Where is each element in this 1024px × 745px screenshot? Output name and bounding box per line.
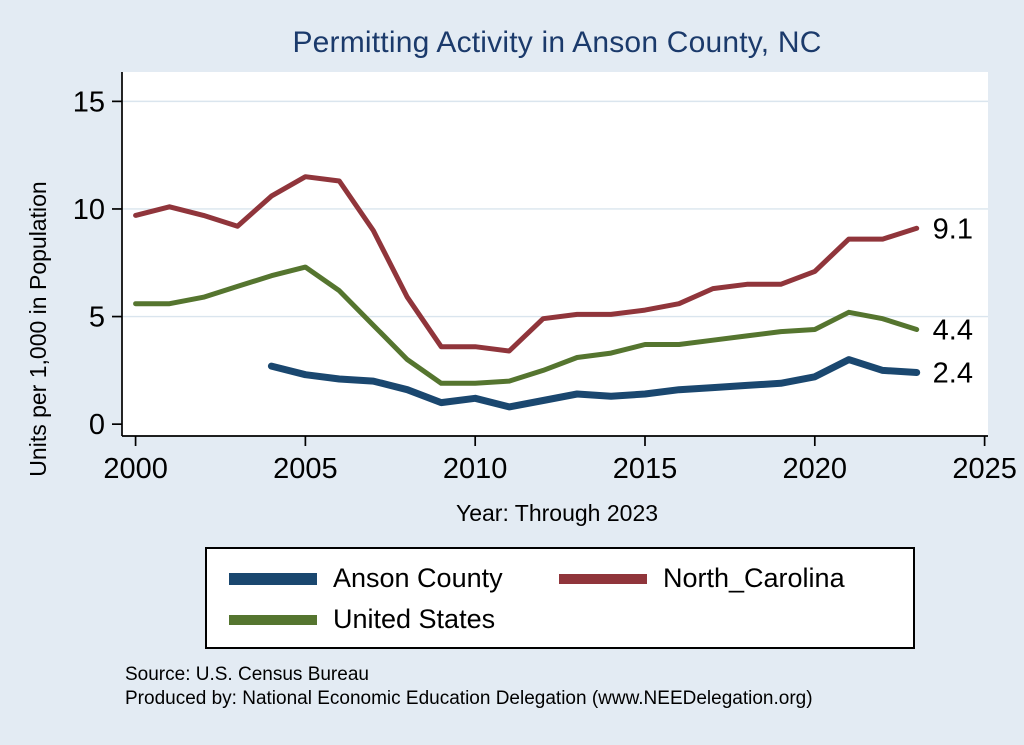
svg-text:2015: 2015 bbox=[613, 453, 678, 485]
svg-text:2025: 2025 bbox=[952, 453, 1017, 485]
svg-text:0: 0 bbox=[89, 409, 105, 441]
legend-label-united-states: United States bbox=[333, 604, 496, 634]
united-states-line-swatch bbox=[229, 614, 317, 625]
produced-by-note: Produced by: National Economic Education… bbox=[125, 687, 813, 709]
north-carolina-line-swatch bbox=[559, 573, 647, 584]
svg-text:9.1: 9.1 bbox=[933, 213, 973, 245]
y-axis-label: Units per 1,000 in Population bbox=[25, 181, 51, 477]
legend-label-anson-county: Anson County bbox=[333, 563, 503, 593]
line-chart: 0 5 10 15 2000 2005 2010 2015 2020 2025 2.4 9.1 4.4 bbox=[73, 72, 1017, 485]
svg-text:5: 5 bbox=[89, 302, 105, 334]
svg-text:10: 10 bbox=[73, 194, 105, 226]
svg-text:2010: 2010 bbox=[443, 453, 508, 485]
legend-item-anson-county: Anson County bbox=[215, 563, 545, 594]
legend-item-north-carolina: North_Carolina bbox=[545, 563, 905, 594]
legend-grid: Anson County North_Carolina United State… bbox=[207, 563, 913, 635]
source-note: Source: U.S. Census Bureau bbox=[125, 664, 369, 685]
anson-county-line-swatch bbox=[229, 572, 317, 585]
legend: Anson County North_Carolina United State… bbox=[205, 547, 915, 649]
svg-text:2020: 2020 bbox=[783, 453, 848, 485]
svg-text:4.4: 4.4 bbox=[933, 314, 973, 346]
svg-text:2000: 2000 bbox=[103, 453, 168, 485]
plot-area-wrapper: Units per 1,000 in Population 0 5 10 15 2000… bbox=[0, 64, 1024, 494]
legend-item-united-states: United States bbox=[215, 604, 545, 635]
chart-title: Permitting Activity in Anson County, NC bbox=[292, 26, 822, 59]
svg-text:2.4: 2.4 bbox=[933, 358, 973, 390]
svg-text:15: 15 bbox=[73, 86, 105, 118]
footnotes: Source: U.S. Census Bureau Produced by: … bbox=[125, 663, 1024, 711]
svg-text:2005: 2005 bbox=[273, 453, 338, 485]
legend-label-north-carolina: North_Carolina bbox=[663, 563, 845, 593]
x-axis-label: Year: Through 2023 bbox=[455, 500, 659, 526]
